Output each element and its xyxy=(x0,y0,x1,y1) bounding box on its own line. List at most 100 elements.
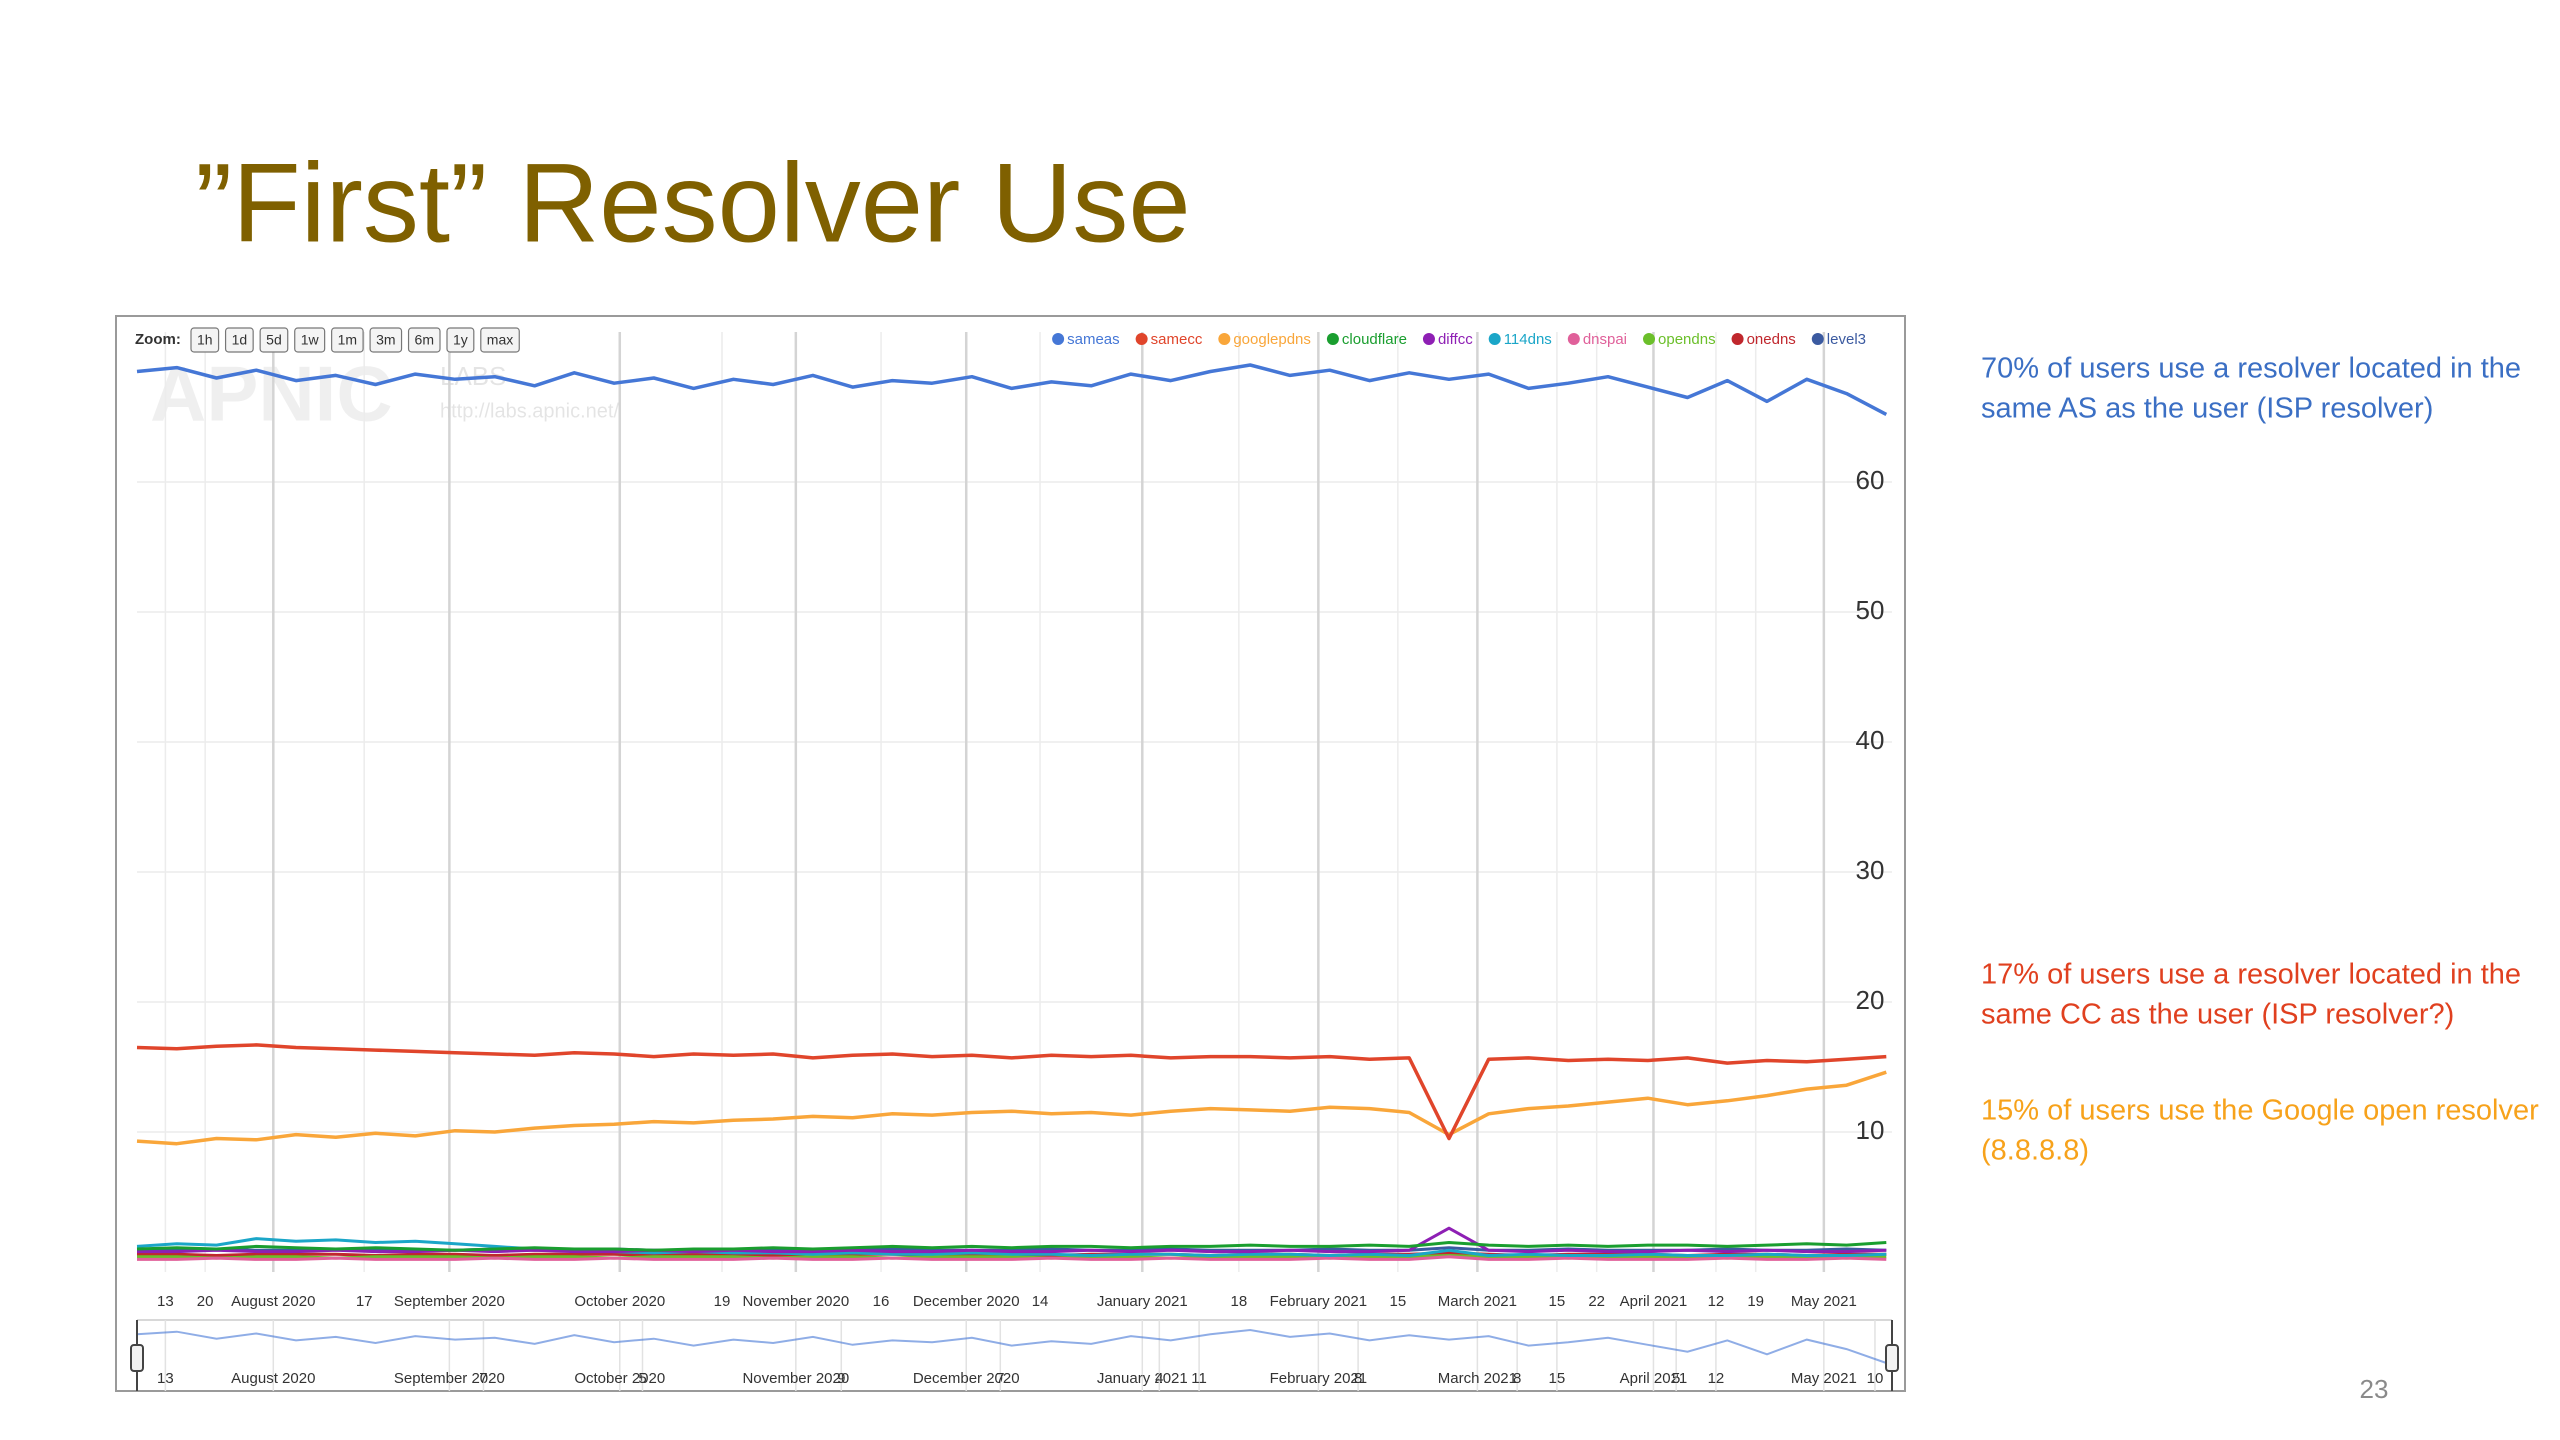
zoom-button-box[interactable] xyxy=(224,327,254,353)
legend-label[interactable]: dnspai xyxy=(1583,331,1627,348)
x-tick-label: 20 xyxy=(197,1293,214,1310)
zoom-button[interactable]: 6m xyxy=(407,327,441,353)
legend-label[interactable]: sameas xyxy=(1067,331,1120,348)
series-line xyxy=(137,1226,1887,1254)
y-tick-label: 50 xyxy=(1856,595,1885,625)
series-line xyxy=(136,1237,1887,1257)
legend-item[interactable]: googlepdns xyxy=(1218,331,1311,348)
legend-item[interactable]: 114dns xyxy=(1488,331,1552,348)
zoom-button[interactable]: 1y xyxy=(446,327,475,353)
legend-item[interactable]: diffcc xyxy=(1422,331,1473,348)
legend-swatch[interactable] xyxy=(1218,333,1231,345)
legend-item[interactable]: onedns xyxy=(1731,331,1796,348)
zoom-button-box[interactable] xyxy=(480,327,520,353)
legend-item[interactable]: opendns xyxy=(1643,331,1716,348)
navigator-tick-label: 5 xyxy=(1672,1370,1680,1387)
legend: sameas samecc googlepdns cloudflare diffcc 11… xyxy=(1052,331,1866,348)
zoom-button-label[interactable]: 1d xyxy=(232,332,248,348)
zoom-button[interactable]: max xyxy=(480,327,520,353)
zoom-button[interactable]: 1d xyxy=(224,327,254,353)
legend-label[interactable]: diffcc xyxy=(1438,331,1473,348)
x-tick-label: 15 xyxy=(1549,1293,1566,1310)
legend-swatch[interactable] xyxy=(1731,333,1744,345)
legend-item[interactable]: cloudflare xyxy=(1326,331,1407,348)
annotation-line: 15% of users use the Google open resolve… xyxy=(1981,1095,2539,1127)
annotation-line: 17% of users use a resolver located in t… xyxy=(1981,959,2521,991)
navigator-tick-label: 8 xyxy=(1354,1370,1362,1387)
zoom-button-box[interactable] xyxy=(294,327,326,353)
zoom-button[interactable]: 1w xyxy=(294,327,326,353)
navigator-tick-label: 12 xyxy=(1708,1370,1725,1387)
zoom-button-label[interactable]: 1m xyxy=(338,332,357,348)
navigator-tick-label: 11 xyxy=(1191,1370,1207,1387)
navigator-tick-label: April 2021 xyxy=(1620,1370,1688,1387)
zoom-button-label[interactable]: 1h xyxy=(197,332,213,348)
zoom-button-label[interactable]: 1y xyxy=(453,332,468,348)
legend-swatch[interactable] xyxy=(1422,333,1435,345)
zoom-button-label[interactable]: 6m xyxy=(415,332,434,348)
legend-swatch[interactable] xyxy=(1811,333,1824,345)
legend-swatch[interactable] xyxy=(1488,333,1501,345)
legend-label[interactable]: 114dns xyxy=(1504,331,1552,348)
legend-label[interactable]: level3 xyxy=(1827,331,1866,348)
zoom-button-box[interactable] xyxy=(407,327,441,353)
navigator-tick-label: 7 xyxy=(479,1370,487,1387)
y-tick-label: 40 xyxy=(1856,725,1885,755)
legend-swatch[interactable] xyxy=(1567,333,1580,345)
navigator-handle[interactable] xyxy=(1885,1344,1899,1372)
series-line xyxy=(136,1043,1887,1141)
navigator-handle[interactable] xyxy=(130,1344,144,1372)
x-tick-label: 16 xyxy=(873,1293,890,1310)
y-tick-label: 60 xyxy=(1856,465,1885,495)
legend-item[interactable]: level3 xyxy=(1811,331,1866,348)
navigator-tick-label: 4 xyxy=(1155,1370,1163,1387)
legend-swatch[interactable] xyxy=(1643,333,1656,345)
annotation-line: same AS as the user (ISP resolver) xyxy=(1981,393,2433,425)
navigator-tick-label: November 2020 xyxy=(742,1370,849,1387)
chart-frame xyxy=(115,315,1906,1392)
legend-item[interactable]: dnspai xyxy=(1567,331,1627,348)
zoom-button[interactable]: 1m xyxy=(331,327,364,353)
watermark-url: http://labs.apnic.net/ xyxy=(440,400,619,422)
navigator-tick-label: February 2021 xyxy=(1270,1370,1368,1387)
series-line xyxy=(136,1070,1887,1146)
x-tick-label: April 2021 xyxy=(1620,1293,1688,1310)
navigator-tick-label: 5 xyxy=(638,1370,646,1387)
series-line xyxy=(136,1241,1887,1252)
navigator-tick-label: March 2021 xyxy=(1438,1370,1517,1387)
legend-label[interactable]: opendns xyxy=(1658,331,1716,348)
navigator-tick-label: 8 xyxy=(1513,1370,1521,1387)
navigator-tick-label: 7 xyxy=(996,1370,1004,1387)
x-tick-label: November 2020 xyxy=(742,1293,849,1310)
slide-title: ”First” Resolver Use xyxy=(195,141,1191,266)
zoom-button-label[interactable]: max xyxy=(487,332,513,348)
zoom-button-box[interactable] xyxy=(369,327,403,353)
x-tick-label: September 2020 xyxy=(394,1293,505,1310)
y-tick-label: 10 xyxy=(1856,1115,1885,1145)
legend-item[interactable]: samecc xyxy=(1135,331,1203,348)
legend-swatch[interactable] xyxy=(1135,333,1148,345)
zoom-button[interactable]: 3m xyxy=(369,327,403,353)
x-tick-label: 12 xyxy=(1708,1293,1725,1310)
zoom-button[interactable]: 1h xyxy=(190,327,220,353)
zoom-button-label[interactable]: 3m xyxy=(376,332,395,348)
zoom-button-box[interactable] xyxy=(331,327,364,353)
legend-swatch[interactable] xyxy=(1326,333,1339,345)
navigator-tick-label: October 2020 xyxy=(574,1370,665,1387)
annotation-line: 70% of users use a resolver located in t… xyxy=(1981,353,2521,385)
zoom-button-box[interactable] xyxy=(259,327,289,353)
legend-label[interactable]: onedns xyxy=(1747,331,1796,348)
zoom-button-box[interactable] xyxy=(446,327,475,353)
legend-item[interactable]: sameas xyxy=(1052,331,1120,348)
legend-swatch[interactable] xyxy=(1052,333,1065,345)
legend-label[interactable]: cloudflare xyxy=(1342,331,1407,348)
legend-label[interactable]: samecc xyxy=(1151,331,1203,348)
zoom-button-label[interactable]: 1w xyxy=(301,332,320,348)
legend-label[interactable]: googlepdns xyxy=(1233,331,1311,348)
zoom-button-label[interactable]: 5d xyxy=(266,332,282,348)
zoom-button[interactable]: 5d xyxy=(259,327,289,353)
zoom-button-box[interactable] xyxy=(190,327,220,353)
page-number: 23 xyxy=(2360,1374,2389,1404)
